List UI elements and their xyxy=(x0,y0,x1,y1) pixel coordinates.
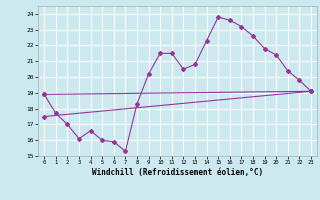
X-axis label: Windchill (Refroidissement éolien,°C): Windchill (Refroidissement éolien,°C) xyxy=(92,168,263,177)
